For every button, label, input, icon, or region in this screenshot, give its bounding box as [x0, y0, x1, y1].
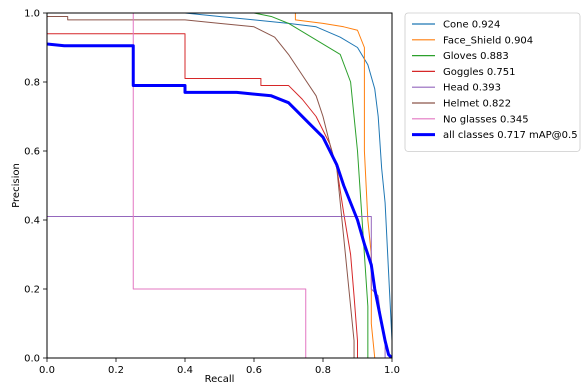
series-line-2 — [47, 13, 369, 358]
y-tick-label: 0.0 — [24, 354, 40, 365]
legend-label: Cone 0.924 — [443, 20, 500, 31]
x-tick-label: 1.0 — [384, 365, 400, 376]
x-tick-label: 0.2 — [108, 365, 124, 376]
y-tick-label: 0.6 — [24, 147, 40, 158]
series-line-3 — [47, 33, 358, 358]
series-line-5 — [47, 15, 355, 358]
x-axis-ticks: 0.0 0.2 0.4 0.6 0.8 1.0 — [39, 358, 400, 376]
legend-label: Helmet 0.822 — [443, 99, 511, 110]
legend-box — [404, 12, 581, 152]
y-axis-label: Precision — [11, 163, 22, 208]
series-line-1 — [47, 13, 376, 358]
x-axis-label: Recall — [205, 374, 235, 385]
y-tick-label: 0.2 — [24, 285, 40, 296]
x-tick-label: 0.6 — [246, 365, 262, 376]
axes-frame — [46, 12, 393, 359]
y-tick-label: 0.8 — [24, 78, 40, 89]
x-tick-label: 0.8 — [315, 365, 331, 376]
y-tick-label: 0.4 — [24, 216, 40, 227]
series-line-4 — [47, 216, 386, 358]
y-axis-ticks: 0.0 0.2 0.4 0.6 0.8 1.0 — [24, 9, 47, 365]
legend-label: No glasses 0.345 — [443, 114, 529, 125]
legend-label: Gloves 0.883 — [443, 51, 509, 62]
legend-label: Face_Shield 0.904 — [443, 35, 533, 46]
legend-label: all classes 0.717 mAP@0.5 — [443, 130, 578, 141]
legend-label: Head 0.393 — [443, 83, 501, 94]
series-line-0 — [47, 13, 392, 358]
legend: Cone 0.924 Face_Shield 0.904 Gloves 0.883 G… — [404, 12, 581, 152]
series-line-7 — [47, 42, 392, 358]
legend-label: Goggles 0.751 — [443, 67, 516, 78]
y-tick-label: 1.0 — [24, 9, 40, 20]
series-line-6 — [132, 13, 307, 358]
x-tick-label: 0.0 — [39, 365, 55, 376]
x-tick-label: 0.4 — [177, 365, 193, 376]
plot-lines — [47, 13, 392, 358]
